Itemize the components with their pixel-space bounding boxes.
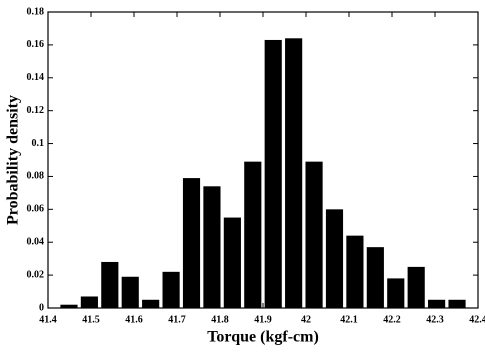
x-tick-label: 41.4	[39, 314, 57, 325]
bar	[264, 39, 282, 308]
bar	[325, 209, 344, 308]
bar	[162, 271, 180, 308]
x-tick-label: 42.2	[383, 314, 401, 325]
bar	[244, 161, 262, 308]
y-tick-label: 0.06	[27, 204, 45, 215]
y-tick-label: 0.12	[27, 105, 45, 116]
x-tick-label: 42.3	[426, 314, 444, 325]
bar	[346, 235, 364, 308]
bar	[285, 38, 303, 309]
x-tick-label: 42.4	[469, 314, 485, 325]
bar	[305, 161, 323, 308]
y-tick-label: 0	[39, 302, 44, 313]
bar	[182, 178, 201, 308]
bar	[448, 299, 466, 308]
y-tick-label: 0.14	[27, 72, 45, 83]
bar	[101, 261, 119, 308]
bar	[387, 278, 405, 308]
x-tick-label: 42	[301, 314, 311, 325]
x-tick-label: 41.6	[125, 314, 143, 325]
y-tick-label: 0.16	[27, 39, 45, 50]
bar	[142, 299, 160, 308]
bar	[60, 304, 78, 308]
x-axis-label: Torque (kgf-cm)	[207, 329, 319, 346]
bar	[80, 296, 98, 308]
bar	[366, 247, 384, 308]
x-tick-label: 41.7	[168, 314, 186, 325]
y-tick-label: 0.08	[27, 171, 45, 182]
bar	[121, 276, 139, 308]
bar	[428, 299, 446, 308]
x-tick-label: 41.8	[211, 314, 229, 325]
bar	[223, 217, 241, 308]
x-tick-label: 41.9	[254, 314, 272, 325]
y-tick-label: 0.04	[27, 237, 45, 248]
y-axis-label: Probability density	[5, 95, 22, 225]
y-tick-label: 0.02	[27, 269, 45, 280]
x-tick-label: 41.5	[82, 314, 100, 325]
x-tick-label: 42.1	[340, 314, 358, 325]
bar	[203, 186, 221, 308]
y-tick-label: 0.1	[32, 138, 45, 149]
bar	[407, 266, 425, 308]
y-tick-label: 0.18	[27, 6, 45, 17]
